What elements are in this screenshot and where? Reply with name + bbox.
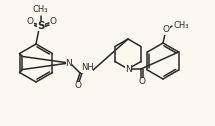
Text: S: S: [37, 21, 45, 31]
Text: O: O: [26, 18, 34, 26]
Text: O: O: [49, 18, 57, 26]
Text: NH: NH: [81, 64, 93, 72]
Text: N: N: [125, 65, 131, 73]
Text: N: N: [66, 58, 72, 68]
Text: O: O: [75, 82, 81, 90]
Text: CH₃: CH₃: [32, 6, 48, 14]
Text: CH₃: CH₃: [173, 21, 189, 29]
Text: O: O: [163, 25, 169, 35]
Text: O: O: [138, 77, 146, 87]
